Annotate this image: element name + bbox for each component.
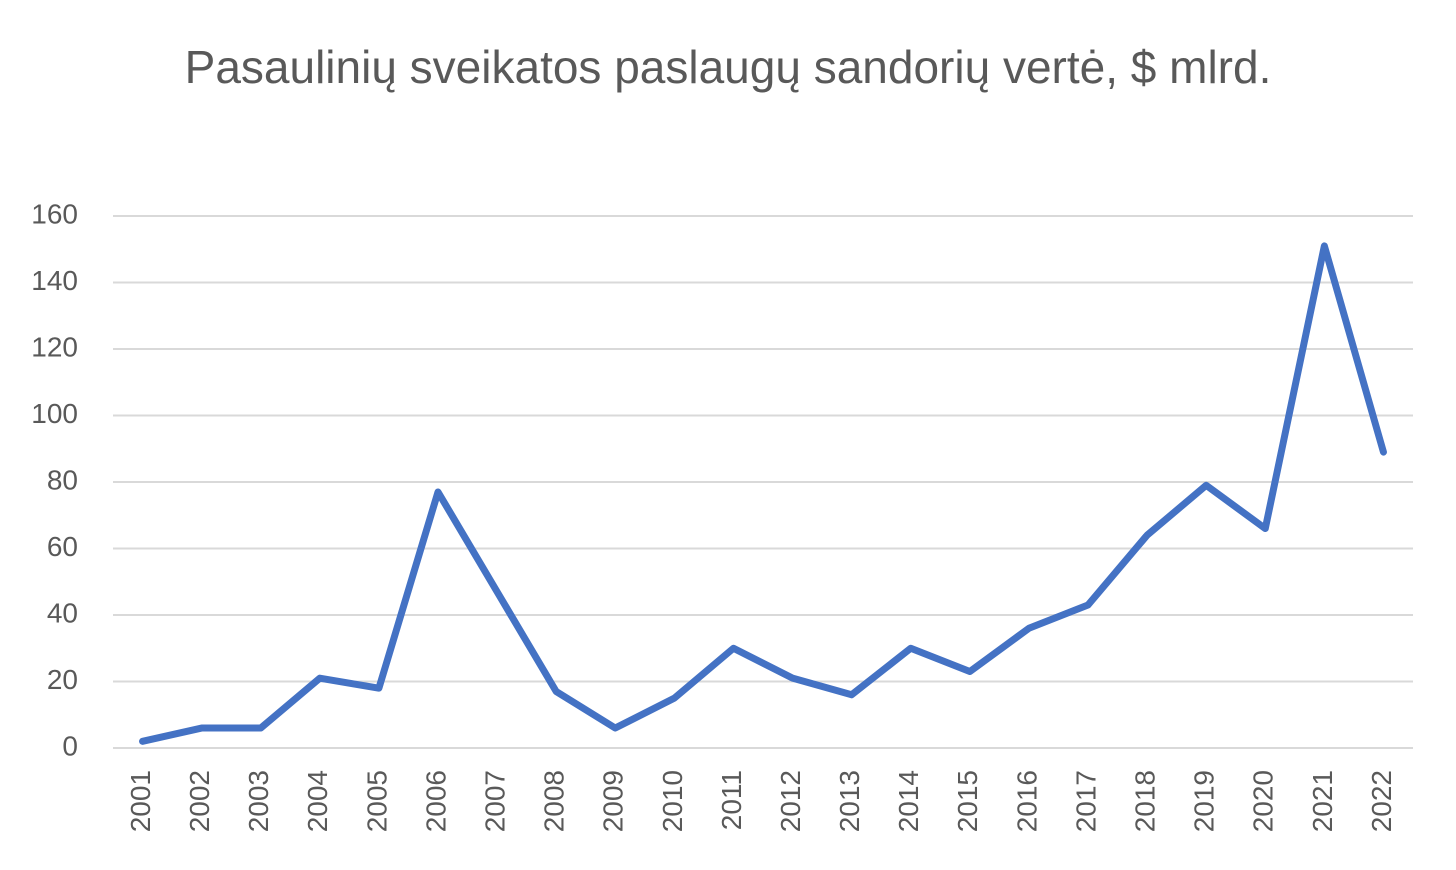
x-tick-label: 2017 [1070,770,1101,832]
chart-title: Pasaulinių sveikatos paslaugų sandorių v… [184,41,1272,93]
x-tick-label: 2016 [1011,770,1042,832]
x-tick-label: 2010 [657,770,688,832]
x-tick-label: 2022 [1366,770,1397,832]
x-tick-label: 2020 [1248,770,1279,832]
x-tick-label: 2006 [420,770,451,832]
x-tick-label: 2015 [952,770,983,832]
y-tick-label: 160 [31,198,78,229]
y-tick-label: 60 [47,531,78,562]
x-tick-label: 2019 [1189,770,1220,832]
y-tick-label: 0 [62,730,78,761]
y-tick-label: 40 [47,597,78,628]
x-tick-label: 2001 [125,770,156,832]
x-tick-label: 2009 [598,770,629,832]
x-tick-label: 2013 [834,770,865,832]
y-tick-label: 100 [31,398,78,429]
y-tick-label: 140 [31,265,78,296]
data-line [139,242,1387,745]
y-tick-label: 80 [47,464,78,495]
x-tick-label: 2012 [775,770,806,832]
x-tick-label: 2003 [243,770,274,832]
y-tick-label: 120 [31,331,78,362]
x-tick-label: 2008 [539,770,570,832]
x-tick-label: 2004 [302,770,333,832]
x-tick-label: 2021 [1307,770,1338,832]
x-tick-label: 2002 [184,770,215,832]
x-tick-label: 2014 [893,770,924,832]
y-tick-label: 20 [47,664,78,695]
x-tick-label: 2005 [361,770,392,832]
x-tick-label: 2007 [479,770,510,832]
x-tick-label: 2018 [1129,770,1160,832]
x-tick-label: 2011 [716,770,747,830]
